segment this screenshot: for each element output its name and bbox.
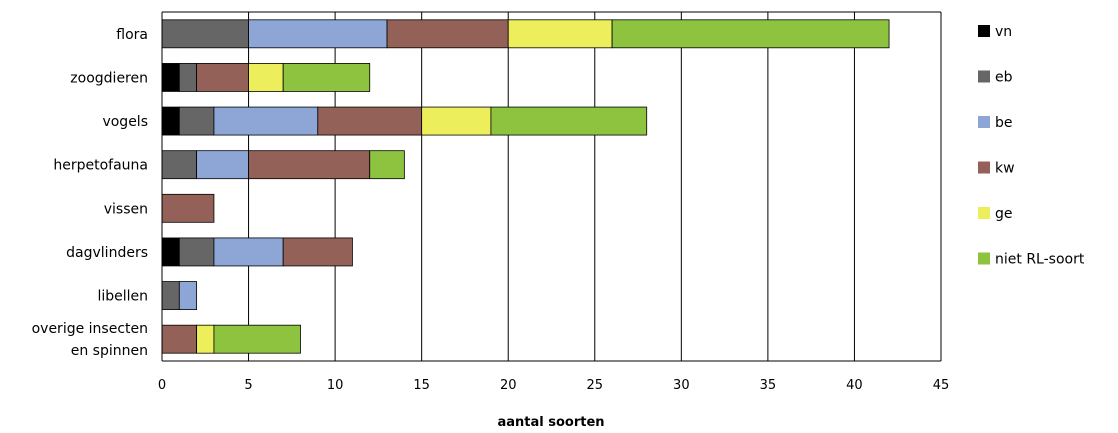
bar-herpetofauna-eb bbox=[161, 150, 198, 180]
legend-label-kw: kw bbox=[995, 161, 1015, 177]
bar-flora-be bbox=[248, 19, 388, 49]
category-label-overige-insecten-en-spinnen-line-1: overige insecten bbox=[32, 321, 148, 337]
x-tick-label-0: 0 bbox=[158, 378, 166, 393]
bar-vissen-kw bbox=[161, 193, 215, 223]
category-label-flora: flora bbox=[116, 27, 148, 43]
bar-overige-insecten-en-spinnen-niet-RL-soort bbox=[213, 324, 301, 354]
bar-dagvlinders-vn bbox=[161, 237, 180, 267]
bar-zoogdieren-ge bbox=[248, 63, 284, 92]
legend-swatch-eb bbox=[978, 70, 990, 83]
x-tick-label-10: 10 bbox=[327, 378, 344, 393]
legend-label-niet-RL-soort: niet RL-soort bbox=[995, 252, 1085, 268]
bar-vogels-niet-RL-soort bbox=[490, 106, 648, 136]
bar-vogels-be bbox=[213, 106, 319, 136]
bar-dagvlinders-be bbox=[213, 237, 284, 267]
legend-swatch-niet-RL-soort bbox=[978, 252, 990, 265]
bar-libellen-eb bbox=[161, 281, 180, 310]
x-tick-label-45: 45 bbox=[933, 378, 950, 393]
x-tick-label-40: 40 bbox=[846, 378, 863, 393]
label-layer: flora zoogdieren vogels herpetofauna vissen d… bbox=[32, 27, 148, 359]
bar-overige-insecten-en-spinnen-kw bbox=[161, 324, 198, 354]
x-tick-label-20: 20 bbox=[500, 378, 517, 393]
bar-zoogdieren-eb bbox=[178, 63, 198, 92]
x-tick-label-5: 5 bbox=[244, 378, 252, 393]
bar-vogels-eb bbox=[178, 106, 215, 136]
bar-zoogdieren-kw bbox=[196, 63, 249, 92]
bar-vogels-ge bbox=[421, 106, 492, 136]
x-tick-label-25: 25 bbox=[587, 378, 604, 393]
bar-herpetofauna-niet-RL-soort bbox=[369, 150, 405, 180]
bar-flora-kw bbox=[386, 19, 509, 49]
legend: vn eb be kw ge niet RL-soort bbox=[978, 24, 1085, 268]
category-label-dagvlinders: dagvlinders bbox=[66, 245, 148, 261]
x-tick-label-35: 35 bbox=[760, 378, 777, 393]
bar-herpetofauna-kw bbox=[248, 150, 371, 180]
bar-zoogdieren-vn bbox=[161, 63, 180, 92]
x-tick-label-30: 30 bbox=[673, 378, 690, 393]
axis-layer: 0 5 10 15 20 25 30 35 40 45 bbox=[158, 11, 950, 393]
legend-label-eb: eb bbox=[995, 70, 1013, 86]
bar-herpetofauna-be bbox=[196, 150, 249, 180]
bar-flora-niet-RL-soort bbox=[611, 19, 890, 49]
category-label-libellen: libellen bbox=[97, 289, 148, 305]
legend-swatch-ge bbox=[978, 207, 990, 219]
legend-swatch-vn bbox=[978, 25, 990, 37]
legend-label-vn: vn bbox=[995, 24, 1012, 40]
category-label-overige-insecten-en-spinnen-line-2: en spinnen bbox=[71, 343, 148, 359]
bar-layer bbox=[161, 19, 890, 354]
legend-swatch-kw bbox=[978, 161, 990, 174]
bar-vogels-kw bbox=[317, 106, 423, 136]
category-label-zoogdieren: zoogdieren bbox=[70, 70, 148, 86]
legend-label-be: be bbox=[995, 115, 1013, 131]
bar-flora-eb bbox=[161, 19, 249, 49]
bar-libellen-be bbox=[178, 281, 198, 310]
bar-zoogdieren-niet-RL-soort bbox=[282, 63, 371, 92]
bar-dagvlinders-eb bbox=[178, 237, 215, 267]
x-tick-label-15: 15 bbox=[413, 378, 430, 393]
category-label-vissen: vissen bbox=[104, 201, 148, 217]
legend-label-ge: ge bbox=[995, 206, 1013, 222]
category-label-herpetofauna: herpetofauna bbox=[53, 158, 148, 174]
bar-vogels-vn bbox=[161, 106, 180, 136]
bar-overige-insecten-en-spinnen-ge bbox=[196, 324, 215, 354]
x-axis-title: aantal soorten bbox=[497, 415, 604, 429]
legend-swatch-be bbox=[978, 116, 990, 128]
category-label-vogels: vogels bbox=[102, 114, 148, 130]
bar-dagvlinders-kw bbox=[282, 237, 353, 267]
bar-flora-ge bbox=[507, 19, 613, 49]
